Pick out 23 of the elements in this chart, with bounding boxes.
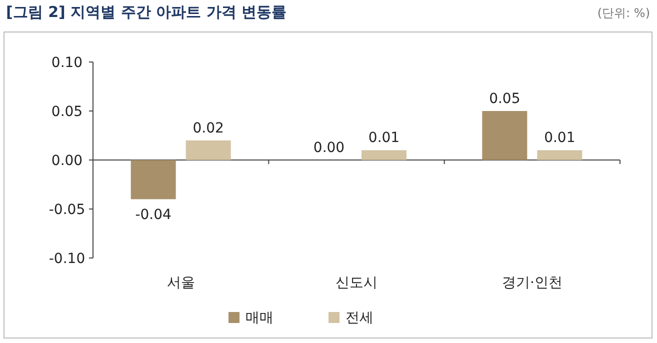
y-tick-label: 0.00: [51, 153, 83, 169]
x-tick-label: 경기·인천: [502, 275, 562, 291]
x-tick-label: 서울: [166, 275, 195, 291]
x-tick-label: 신도시: [336, 275, 378, 291]
data-label: -0.04: [135, 207, 172, 224]
legend-label: 전세: [346, 310, 374, 326]
y-tick-label: -0.05: [48, 202, 86, 218]
bar: [362, 150, 406, 160]
legend-label: 매매: [246, 310, 274, 326]
data-label: 0.00: [313, 140, 345, 156]
data-label: 0.05: [489, 91, 520, 107]
data-label: 0.02: [192, 120, 224, 136]
bar: [186, 140, 231, 160]
y-tick-label: 0.10: [51, 55, 83, 71]
bar: [482, 111, 528, 160]
text: (단위: %): [597, 6, 650, 20]
data-label: 0.01: [368, 130, 400, 146]
chart-title: [그림 2] 지역별 주간 아파트 가격 변동률: [6, 3, 286, 21]
y-tick-label: 0.05: [51, 104, 83, 120]
y-tick-label: -0.10: [48, 251, 86, 267]
bar: [130, 160, 176, 200]
bar: [537, 150, 582, 160]
data-label: 0.01: [544, 130, 576, 146]
